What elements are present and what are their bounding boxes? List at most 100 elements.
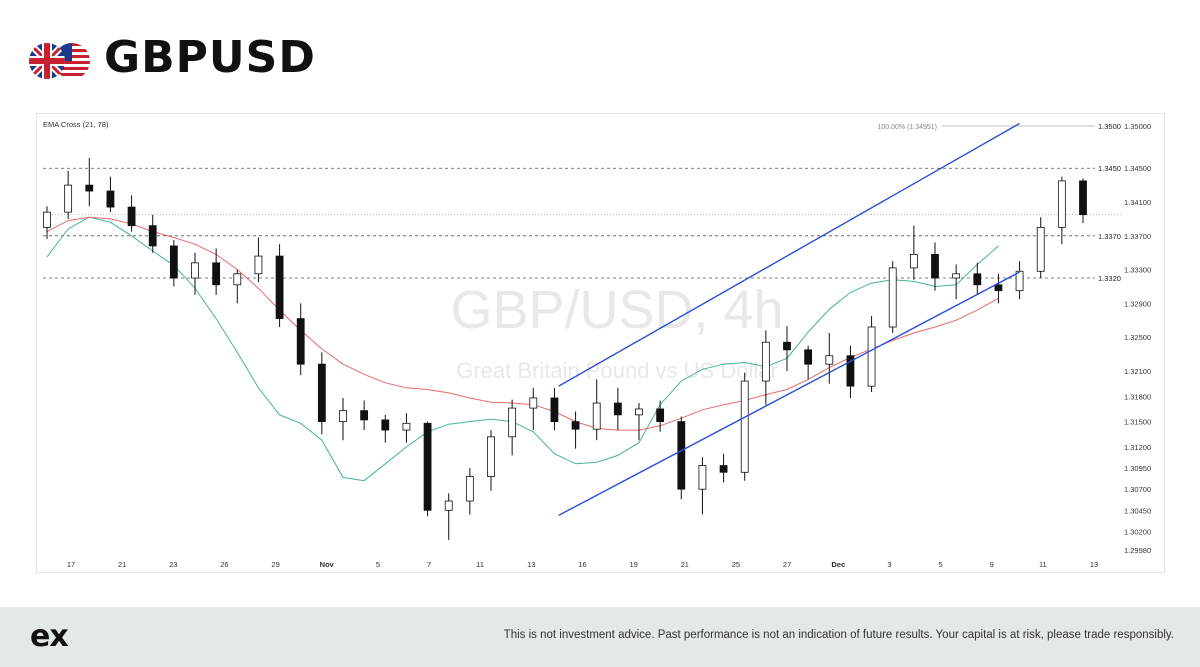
- y-tick-label-4: 1.33300: [1124, 266, 1151, 275]
- candle-body-26: [592, 402, 601, 430]
- candle-body-6: [169, 245, 178, 279]
- page-title: GBPUSD: [104, 32, 316, 83]
- x-tick-label-6: 5: [376, 560, 380, 569]
- candle-body-3: [106, 190, 115, 208]
- candle-body-24: [550, 397, 559, 423]
- candle-body-35: [783, 341, 791, 351]
- y-tick-label-11: 1.30950: [1124, 464, 1151, 473]
- y-tick-label-0: 1.35000: [1124, 122, 1151, 131]
- candle-body-4: [127, 206, 136, 227]
- x-tick-label-13: 25: [732, 560, 740, 569]
- candle-body-1: [64, 184, 73, 213]
- x-tick-label-1: 21: [118, 560, 126, 569]
- candle-body-42: [931, 253, 939, 279]
- y-tick-label-5: 1.32900: [1124, 299, 1151, 308]
- x-tick-label-12: 21: [681, 560, 689, 569]
- candle-body-49: [1079, 180, 1087, 216]
- candle-body-19: [444, 500, 453, 511]
- y-tick-label-3: 1.33700: [1124, 232, 1151, 241]
- candle-body-8: [212, 262, 221, 286]
- brand-logo: ex: [30, 619, 69, 654]
- candle-body-33: [740, 380, 749, 473]
- candle-body-2: [85, 184, 94, 192]
- y-tick-label-7: 1.32100: [1124, 367, 1151, 376]
- candle-body-28: [635, 408, 643, 416]
- candle-body-32: [719, 465, 728, 473]
- channel-lower-line: [558, 271, 1020, 516]
- x-tick-label-16: 3: [887, 560, 891, 569]
- header: GBPUSD: [0, 0, 1200, 110]
- candle-body-47: [1036, 226, 1045, 272]
- candle-body-12: [296, 318, 305, 365]
- x-tick-label-15: Dec: [831, 560, 845, 569]
- candle-body-11: [275, 255, 284, 319]
- candle-body-48: [1057, 180, 1066, 228]
- uk-us-flags-icon: [29, 43, 90, 79]
- candle-body-27: [613, 402, 622, 416]
- footer: ex This is not investment advice. Past p…: [0, 607, 1200, 667]
- watermark-description: Great Britain Pound vs US Dollar: [456, 358, 778, 383]
- y-tick-label-14: 1.30200: [1124, 527, 1151, 536]
- ema-line-1: [46, 216, 999, 431]
- candle-body-22: [508, 407, 517, 438]
- channel-upper-line: [558, 122, 1020, 387]
- candle-body-0: [43, 211, 51, 228]
- x-tick-label-10: 16: [578, 560, 586, 569]
- candle-body-18: [423, 422, 432, 511]
- candle-body-36: [804, 349, 813, 365]
- level-label-0: 1.3500: [1098, 122, 1121, 131]
- gbpusd-chart: GBP/USD, 4h Great Britain Pound vs US Dol…: [43, 120, 1151, 569]
- candle-body-25: [571, 421, 580, 430]
- y-tick-label-8: 1.31800: [1124, 392, 1151, 401]
- indicator-label: EMA Cross (21, 78): [43, 120, 109, 129]
- x-tick-label-17: 5: [938, 560, 942, 569]
- x-tick-label-8: 11: [476, 560, 484, 569]
- x-tick-label-19: 11: [1039, 560, 1047, 569]
- x-tick-label-20: 13: [1090, 560, 1098, 569]
- candle-body-9: [233, 273, 242, 286]
- candle-body-5: [148, 225, 157, 247]
- candle-body-37: [825, 355, 834, 365]
- candle-body-44: [973, 273, 982, 286]
- chart-frame: GBP/USD, 4h Great Britain Pound vs US Dol…: [36, 113, 1165, 573]
- candle-body-41: [909, 253, 918, 269]
- candle-body-10: [254, 255, 263, 275]
- candle-body-21: [487, 436, 495, 477]
- x-tick-label-0: 17: [67, 560, 75, 569]
- y-tick-label-10: 1.31200: [1124, 443, 1151, 452]
- candle-body-23: [529, 397, 538, 409]
- ema-line-0: [46, 216, 999, 482]
- candle-body-45: [994, 284, 1003, 292]
- y-tick-label-6: 1.32500: [1124, 333, 1151, 342]
- candle-body-46: [1015, 270, 1024, 292]
- x-tick-label-14: 27: [783, 560, 791, 569]
- y-tick-label-2: 1.34100: [1124, 198, 1151, 207]
- y-tick-label-1: 1.34500: [1124, 164, 1151, 173]
- y-tick-label-9: 1.31500: [1124, 418, 1151, 427]
- candle-body-34: [761, 341, 770, 382]
- candle-body-29: [656, 408, 665, 423]
- x-tick-label-9: 13: [527, 560, 535, 569]
- level-label-1: 1.3450: [1098, 164, 1121, 173]
- candle-body-16: [381, 419, 390, 431]
- x-tick-label-2: 23: [169, 560, 177, 569]
- x-tick-label-5: Nov: [320, 560, 335, 569]
- candle-body-15: [360, 410, 369, 421]
- candle-body-38: [846, 355, 855, 387]
- candle-body-14: [339, 410, 347, 423]
- y-tick-label-12: 1.30700: [1124, 485, 1151, 494]
- level-label-2: 1.3370: [1098, 232, 1121, 241]
- candle-body-43: [952, 273, 961, 279]
- level-note-0: 100.00% (1.34951): [877, 124, 937, 131]
- candle-body-17: [402, 422, 411, 431]
- x-tick-label-18: 9: [990, 560, 994, 569]
- y-tick-label-15: 1.29980: [1124, 546, 1151, 555]
- x-tick-label-4: 29: [271, 560, 279, 569]
- candle-body-13: [317, 363, 326, 423]
- x-tick-label-3: 26: [220, 560, 228, 569]
- x-tick-label-11: 19: [629, 560, 637, 569]
- x-tick-label-7: 7: [427, 560, 431, 569]
- candle-body-39: [867, 326, 876, 387]
- candle-body-31: [698, 465, 707, 490]
- candle-body-7: [191, 262, 199, 279]
